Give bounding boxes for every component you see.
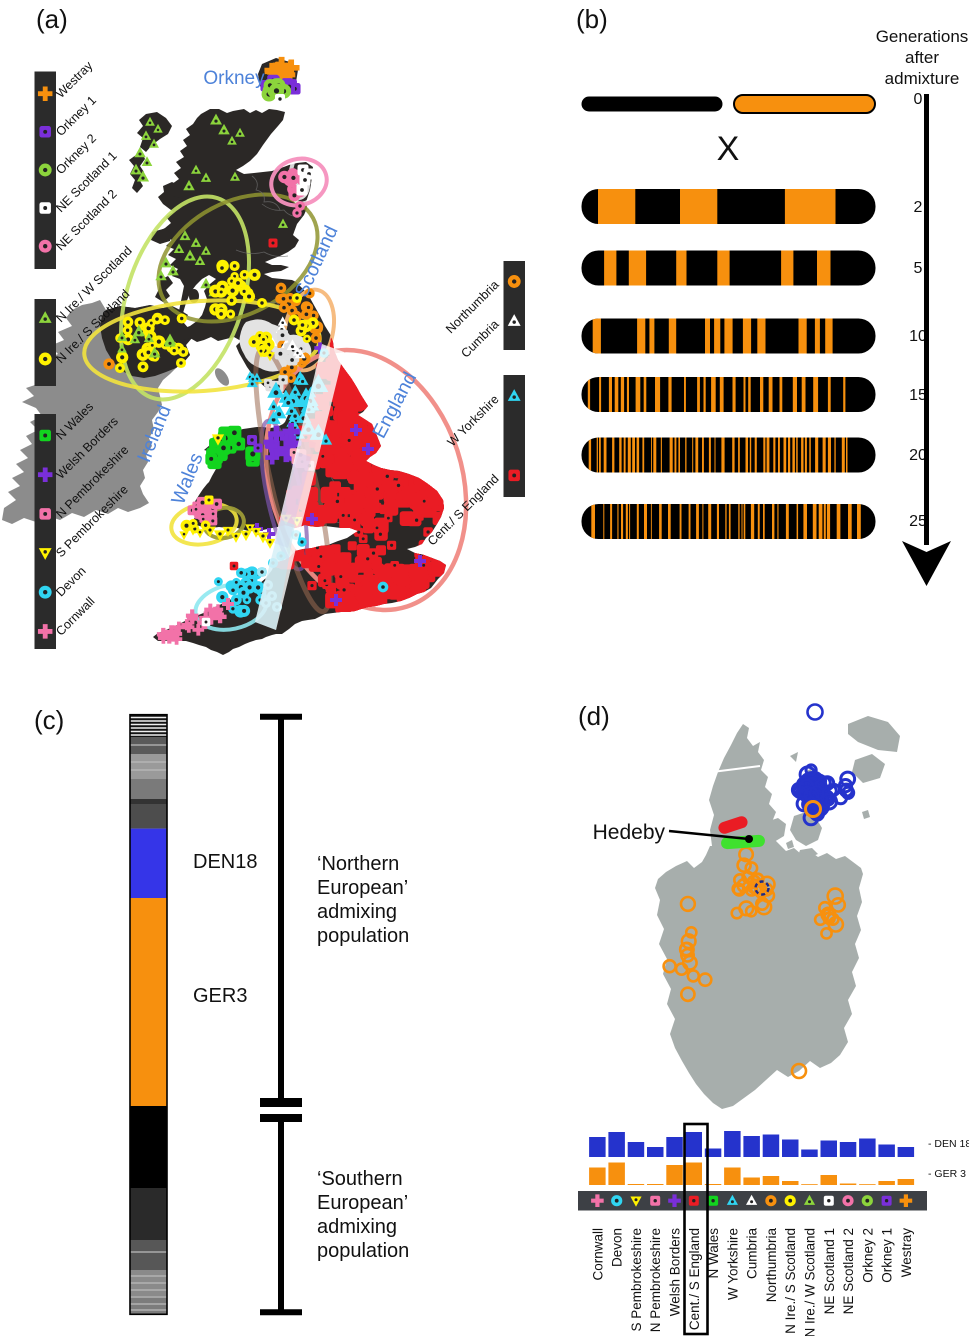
- svg-text:Orkney 1: Orkney 1: [880, 1228, 895, 1283]
- svg-text:admixing: admixing: [317, 901, 397, 923]
- svg-text:Westray: Westray: [899, 1228, 914, 1278]
- svg-text:after: after: [905, 48, 939, 67]
- svg-text:S Pembrokeshire: S Pembrokeshire: [629, 1228, 644, 1332]
- svg-text:N Pembrokeshire: N Pembrokeshire: [648, 1228, 663, 1332]
- svg-text:DEN18: DEN18: [193, 851, 257, 873]
- svg-text:Orkney 2: Orkney 2: [860, 1228, 875, 1283]
- svg-text:European’: European’: [317, 1192, 408, 1214]
- svg-text:Orkney: Orkney: [203, 68, 265, 89]
- svg-text:Cumbria: Cumbria: [745, 1228, 760, 1280]
- svg-text:Devon: Devon: [610, 1228, 625, 1267]
- svg-text:N Ire./ W Scotland: N Ire./ W Scotland: [803, 1228, 818, 1336]
- svg-text:admixture: admixture: [885, 69, 960, 88]
- svg-text:- DEN 18: - DEN 18: [928, 1138, 969, 1150]
- svg-text:0: 0: [914, 91, 923, 108]
- svg-text:population: population: [317, 1240, 409, 1262]
- svg-text:15: 15: [909, 387, 927, 404]
- svg-text:X: X: [717, 130, 740, 168]
- svg-text:NE Scotland 2: NE Scotland 2: [841, 1228, 856, 1314]
- svg-text:(a): (a): [36, 4, 68, 34]
- svg-text:(d): (d): [578, 701, 610, 731]
- svg-text:(b): (b): [576, 4, 608, 34]
- svg-text:25: 25: [909, 513, 927, 530]
- svg-text:(c): (c): [34, 705, 64, 735]
- svg-text:N Ire./ S Scotland: N Ire./ S Scotland: [783, 1228, 798, 1334]
- svg-text:‘Southern: ‘Southern: [317, 1168, 403, 1190]
- svg-text:10: 10: [909, 328, 927, 345]
- svg-text:admixing: admixing: [317, 1216, 397, 1238]
- svg-text:NE Scotland 1: NE Scotland 1: [822, 1228, 837, 1314]
- svg-text:Welsh Borders: Welsh Borders: [668, 1228, 683, 1317]
- svg-text:GER3: GER3: [193, 985, 247, 1007]
- svg-text:N Wales: N Wales: [706, 1228, 721, 1279]
- svg-text:Generations: Generations: [876, 27, 969, 46]
- svg-text:Northumbria: Northumbria: [764, 1228, 779, 1303]
- svg-text:2: 2: [914, 199, 923, 216]
- svg-text:Hedeby: Hedeby: [593, 821, 666, 844]
- svg-text:5: 5: [914, 260, 923, 277]
- svg-text:‘Northern: ‘Northern: [317, 853, 399, 875]
- svg-text:Cornwall: Cornwall: [590, 1228, 605, 1281]
- svg-text:population: population: [317, 925, 409, 947]
- svg-text:Cent./ S England: Cent./ S England: [687, 1228, 702, 1330]
- svg-text:European’: European’: [317, 877, 408, 899]
- svg-text:W Yorkshire: W Yorkshire: [725, 1228, 740, 1300]
- svg-text:- GER 3: - GER 3: [928, 1168, 966, 1180]
- svg-text:20: 20: [909, 447, 927, 464]
